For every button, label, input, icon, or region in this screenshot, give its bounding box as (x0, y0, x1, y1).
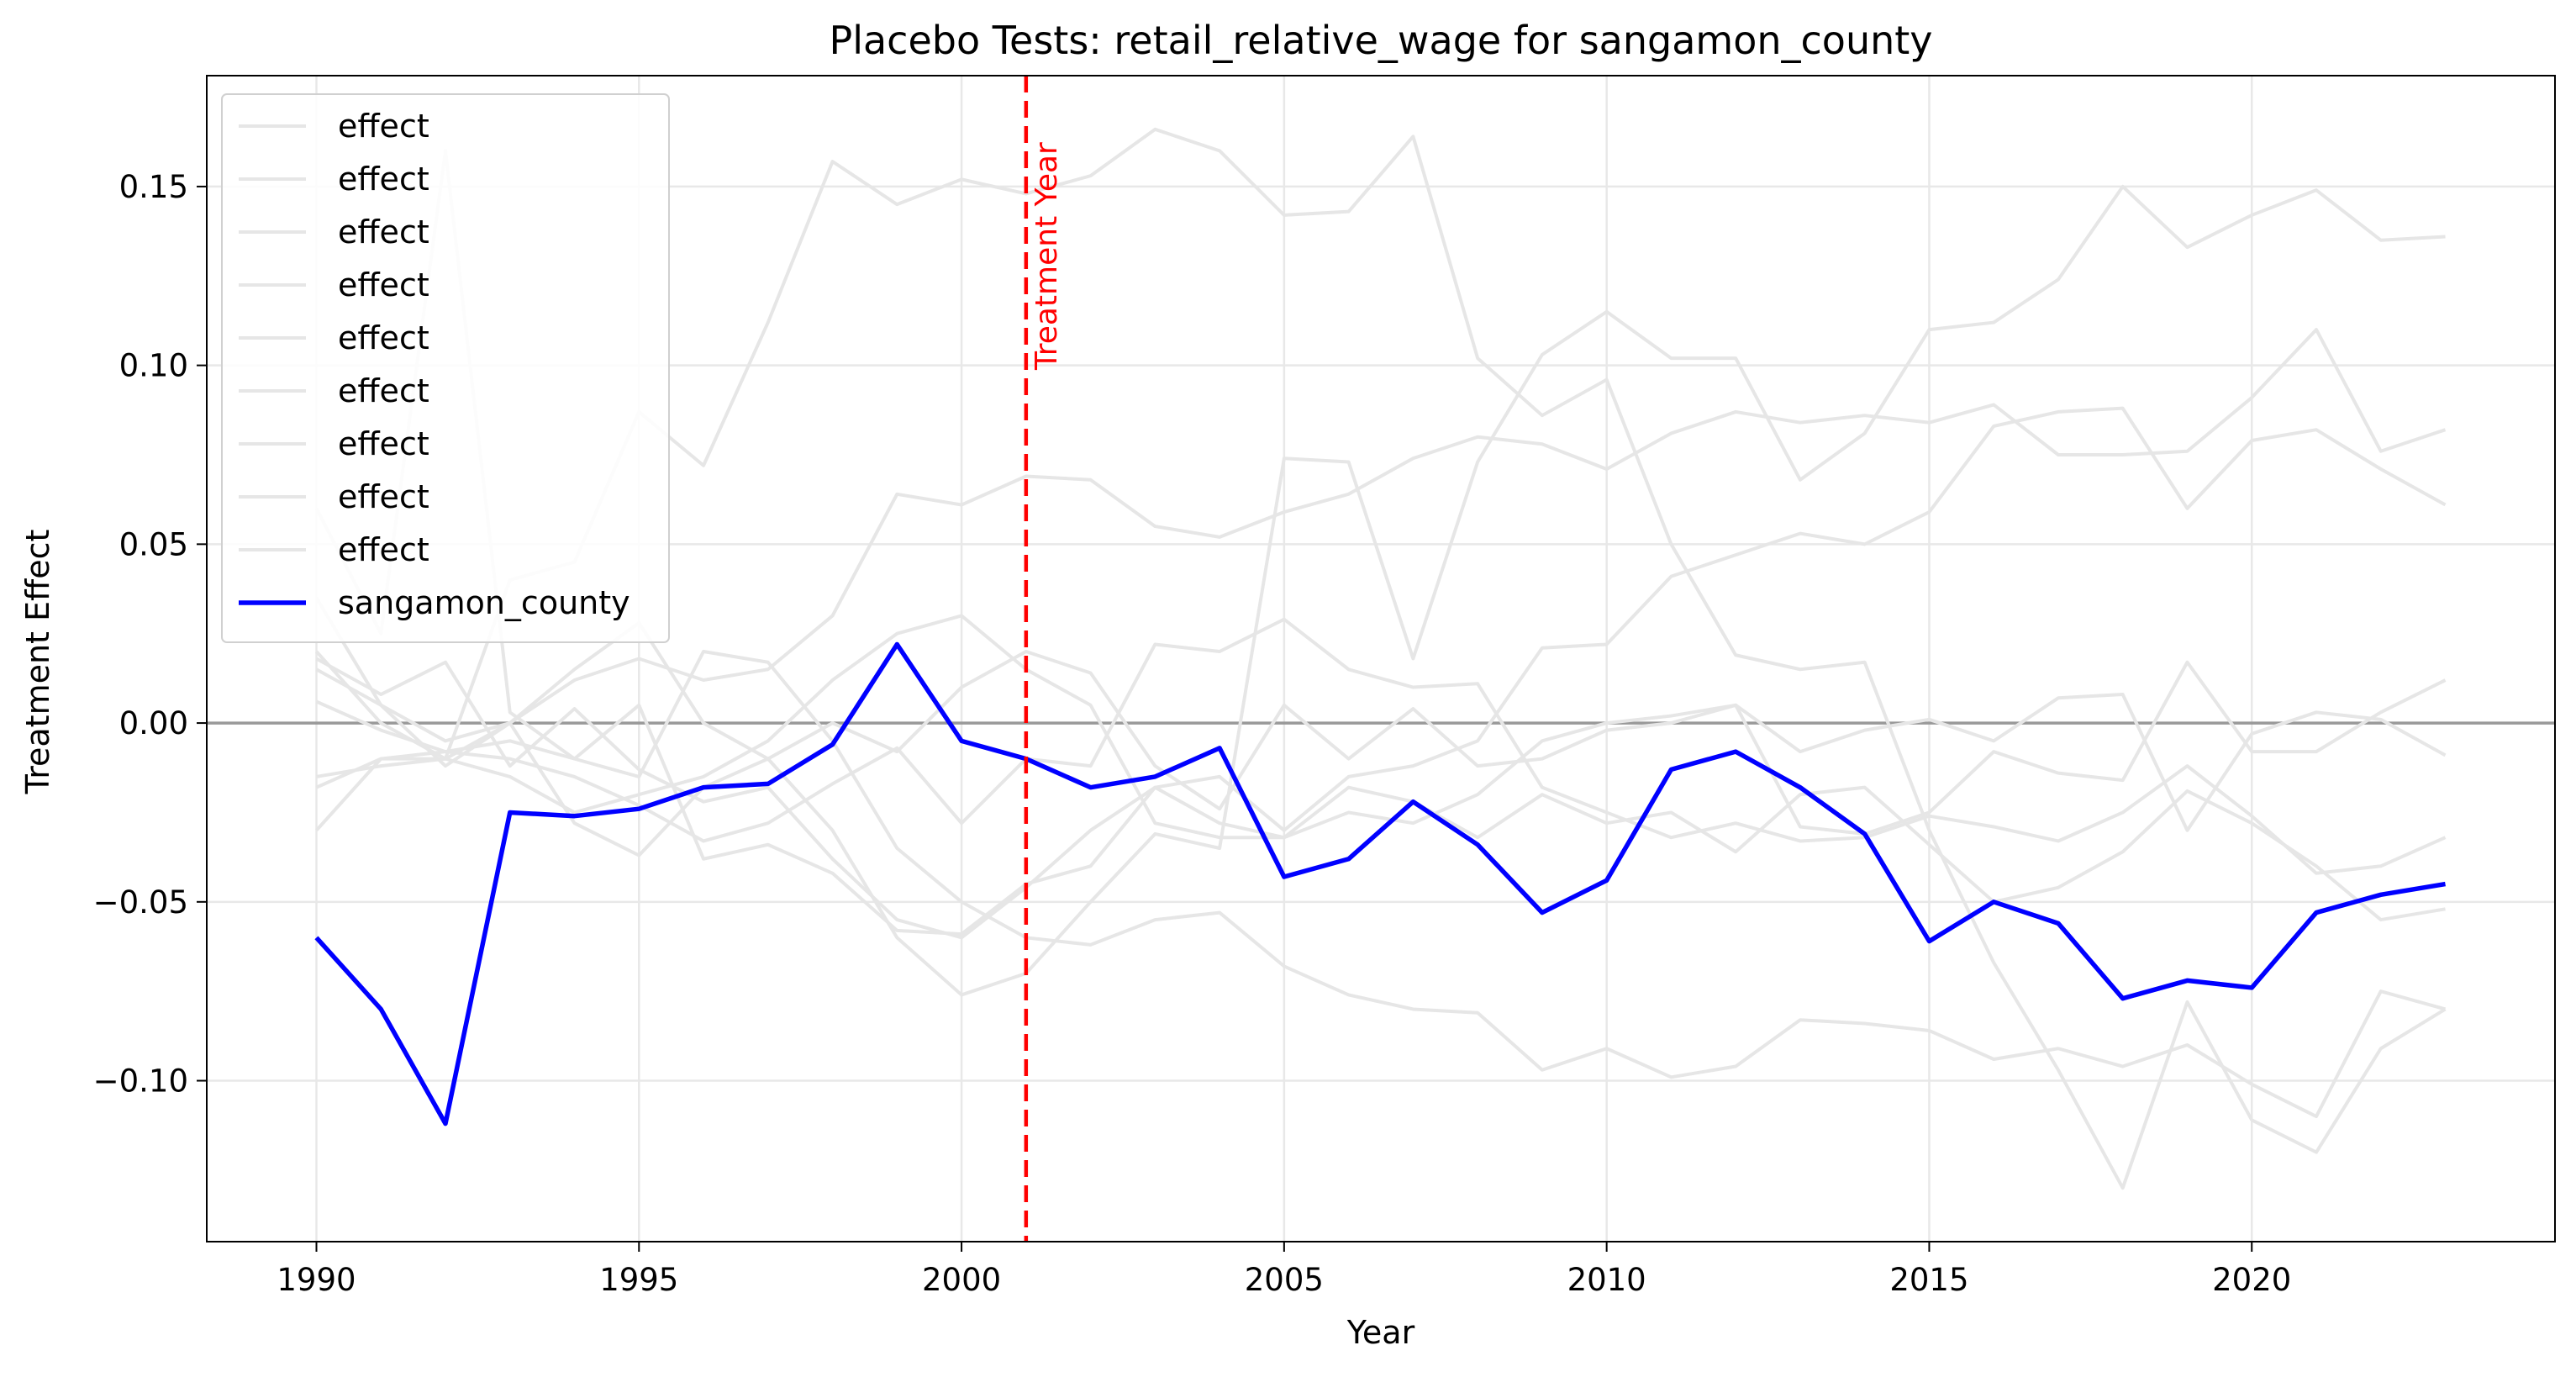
y-tick-label: −0.10 (93, 1063, 188, 1100)
series-line-placebo-2 (315, 127, 2447, 1190)
y-tick-label: −0.05 (93, 884, 188, 921)
treatment-year-label: Treatment Year (1030, 142, 1064, 371)
x-tick-label: 2005 (1245, 1262, 1324, 1298)
legend-label: effect (338, 161, 429, 198)
legend-label: effect (338, 108, 429, 145)
x-tick-label: 1990 (277, 1262, 356, 1298)
series-line-placebo-1 (314, 149, 2447, 1119)
series-line-placebo-7 (316, 649, 2447, 857)
series-line-placebo-4 (315, 184, 2446, 997)
x-tick-label: 2010 (1567, 1262, 1646, 1298)
legend-label: effect (338, 372, 429, 409)
legend-label: effect (338, 425, 429, 462)
x-tick-label: 2020 (2212, 1262, 2291, 1298)
series-line-placebo-3 (314, 328, 2447, 768)
y-tick-label: 0.05 (119, 526, 188, 562)
legend-label: effect (338, 266, 429, 303)
x-tick-label: 2000 (922, 1262, 1001, 1298)
legend-label: effect (338, 214, 429, 251)
series-line-placebo-6 (315, 617, 2447, 875)
axis-ticks: 1990 1995 2000 2005 2010 2015 2020 −0.10 −0.05 0.… (93, 169, 2292, 1298)
x-axis-label: Year (1346, 1314, 1415, 1351)
legend: effect effect effect effect effect effect effe… (221, 93, 670, 643)
legend-label: effect (338, 531, 429, 568)
series-line-placebo-9 (315, 614, 2447, 840)
legend-label: effect (338, 478, 429, 515)
chart-title: Placebo Tests: retail_relative_wage for … (829, 18, 1932, 63)
y-tick-label: 0.00 (119, 705, 188, 741)
legend-box (221, 93, 670, 643)
y-axis-label: Treatment Effect (19, 530, 56, 795)
x-tick-label: 2015 (1889, 1262, 1968, 1298)
y-tick-label: 0.15 (119, 169, 188, 205)
treatment-marker: Treatment Year (1024, 76, 1064, 1242)
series-line-sangamon-county (314, 641, 2446, 1126)
series-lines (314, 127, 2447, 1190)
series-line-placebo-5 (315, 406, 2447, 936)
y-tick-label: 0.10 (119, 348, 188, 384)
legend-label: effect (338, 319, 429, 356)
plot-area-frame (206, 75, 2556, 1242)
x-tick-label: 1995 (599, 1262, 678, 1298)
legend-label: sangamon_county (338, 584, 630, 621)
